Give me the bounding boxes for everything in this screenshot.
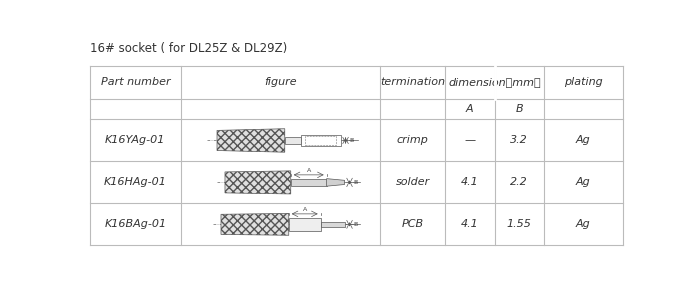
Bar [306,136,336,145]
Text: —: — [464,136,475,145]
Text: plating: plating [564,77,603,87]
Text: 1.55: 1.55 [507,219,532,229]
Text: A: A [466,104,474,114]
Text: 4.1: 4.1 [461,219,479,229]
Text: B: B [354,222,358,227]
Text: 3.2: 3.2 [510,136,528,145]
Text: Ag: Ag [576,177,591,187]
Text: figure: figure [265,77,297,87]
Bar [320,222,345,227]
Text: 2.2: 2.2 [510,177,528,187]
Polygon shape [225,171,291,194]
Text: Ag: Ag [576,136,591,145]
Bar [288,218,320,231]
Text: K16BAg-01: K16BAg-01 [104,219,166,229]
Text: 4.1: 4.1 [461,177,479,187]
Text: B: B [350,138,354,143]
Text: termination: termination [380,77,445,87]
Text: dimension（mm）: dimension（mm） [448,77,541,87]
Text: K16YAg-01: K16YAg-01 [105,136,165,145]
Text: 16# socket ( for DL25Z & DL29Z): 16# socket ( for DL25Z & DL29Z) [90,42,287,55]
Polygon shape [221,213,288,235]
Text: crimp: crimp [397,136,429,145]
Text: PCB: PCB [402,219,424,229]
Bar [291,179,327,186]
Text: solder: solder [395,177,430,187]
Polygon shape [327,179,345,186]
Text: A: A [302,207,306,212]
Bar [301,135,341,146]
Polygon shape [217,129,285,152]
Text: B: B [354,180,358,185]
Text: Part number: Part number [101,77,170,87]
Text: Ag: Ag [576,219,591,229]
Text: A: A [306,168,311,173]
Bar [285,137,301,144]
Text: K16HAg-01: K16HAg-01 [104,177,167,187]
Text: B: B [515,104,523,114]
